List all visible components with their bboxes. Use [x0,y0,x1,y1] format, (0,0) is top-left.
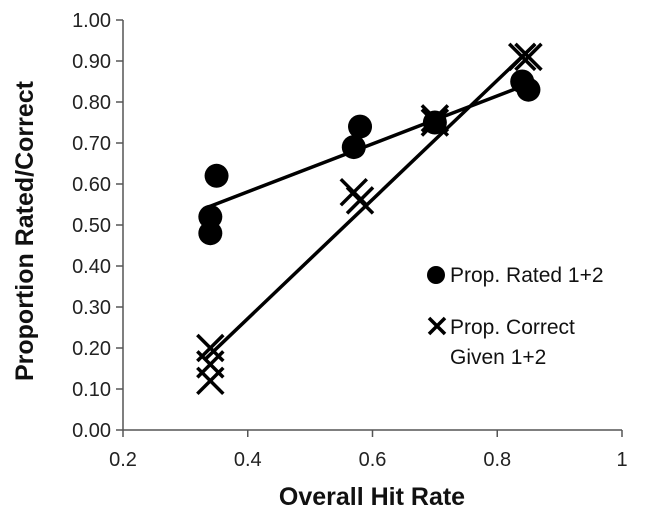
point-correct [420,104,450,133]
y-tick-label: 0.70 [72,133,111,155]
legend-label-correct-line1: Prop. Correct [450,316,575,339]
tick-labels: 0.00 0.10 0.20 0.30 0.40 0.50 0.60 0.70 0.80 0.90… [72,10,628,471]
y-tick-label: 0.60 [72,174,111,196]
axes [116,19,623,437]
y-tick-label: 0.00 [72,420,111,442]
point-correct [345,186,375,215]
legend-circle-marker [427,266,445,284]
point-rated [204,163,229,188]
x-axis-title: Overall Hit Rate [279,483,465,511]
trendline-series-1 [202,43,536,362]
point-rated [348,114,373,139]
legend: Prop. Rated 1+2 Prop. Correct Given 1+2 [427,264,604,369]
point-rated [341,135,366,160]
point-rated [198,221,223,246]
point-rated [516,77,541,102]
x-tick-label: 1 [616,449,627,471]
x-tick-label: 0.8 [483,449,511,471]
point-correct [420,108,450,137]
point-correct [514,42,543,72]
trendline-series-0 [203,79,536,211]
point-correct [196,366,225,396]
legend-x-marker [427,316,447,336]
legend-label-rated: Prop. Rated 1+2 [450,264,604,287]
y-tick-label: 0.20 [72,338,111,360]
y-tick-label: 0.30 [72,297,111,319]
y-tick-label: 0.90 [72,51,111,73]
point-rated [198,204,223,229]
x-tick-label: 0.6 [359,449,387,471]
x-tick-label: 0.2 [109,449,137,471]
y-tick-label: 0.80 [72,92,111,114]
y-tick-label: 0.10 [72,379,111,401]
data-points [196,42,543,396]
point-correct [507,42,537,72]
trendlines [202,43,536,362]
y-tick-label: 0.50 [72,215,111,237]
y-tick-label: 1.00 [72,10,111,32]
y-tick-label: 0.40 [72,256,111,278]
x-tick-label: 0.4 [234,449,262,471]
legend-label-correct-line2: Given 1+2 [450,346,546,369]
y-axis-title: Proportion Rated/Correct [11,80,39,381]
